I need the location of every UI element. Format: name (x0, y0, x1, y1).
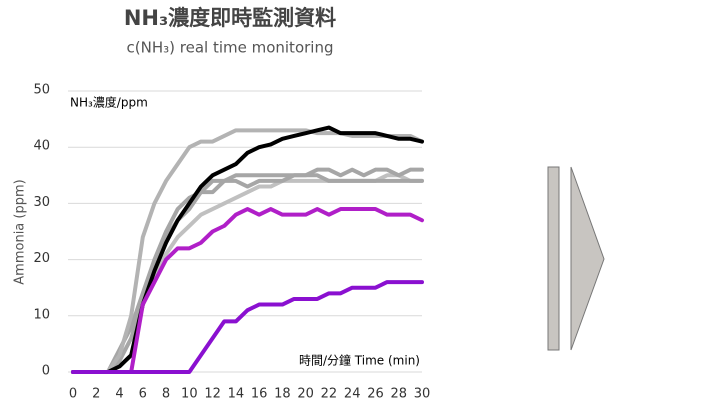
y-tick-label: 20 (33, 251, 50, 266)
x-tick-label: 14 (228, 387, 245, 402)
data-line (71, 280, 424, 374)
annotation: 時間/分鐘 Time (min) (299, 353, 420, 368)
chart-subtitle: c(NH₃) real time monitoring (127, 39, 334, 57)
x-tick-label: 16 (251, 387, 268, 402)
x-tick-label: 2 (92, 387, 100, 402)
arrow-bar (547, 166, 560, 351)
y-tick-label: 10 (33, 307, 50, 322)
data-line (71, 173, 424, 374)
x-tick-label: 30 (414, 387, 431, 402)
x-tick-label: 8 (162, 387, 170, 402)
x-tick-label: 0 (69, 387, 77, 402)
data-line (71, 167, 424, 374)
x-tick-label: 20 (297, 387, 314, 402)
x-tick-label: 12 (204, 387, 221, 402)
data-line (71, 125, 424, 374)
y-tick-label: 30 (33, 195, 50, 210)
x-tick-label: 10 (181, 387, 198, 402)
y-axis-label: Ammonia (ppm) (13, 179, 28, 284)
x-tick-label: 22 (321, 387, 338, 402)
x-tick-label: 6 (139, 387, 147, 402)
x-tick-label: 18 (274, 387, 291, 402)
y-tick-label: 40 (33, 139, 50, 154)
annotation: NH₃濃度/ppm (70, 95, 148, 110)
data-line (71, 128, 424, 374)
arrow-head (570, 166, 605, 351)
chart-title: NH₃濃度即時監測資料 (124, 6, 336, 30)
x-tick-label: 28 (390, 387, 407, 402)
y-tick-label: 0 (42, 364, 50, 379)
x-tick-label: 4 (115, 387, 123, 402)
x-tick-label: 26 (367, 387, 384, 402)
y-tick-label: 50 (33, 83, 50, 98)
x-tick-label: 24 (344, 387, 361, 402)
